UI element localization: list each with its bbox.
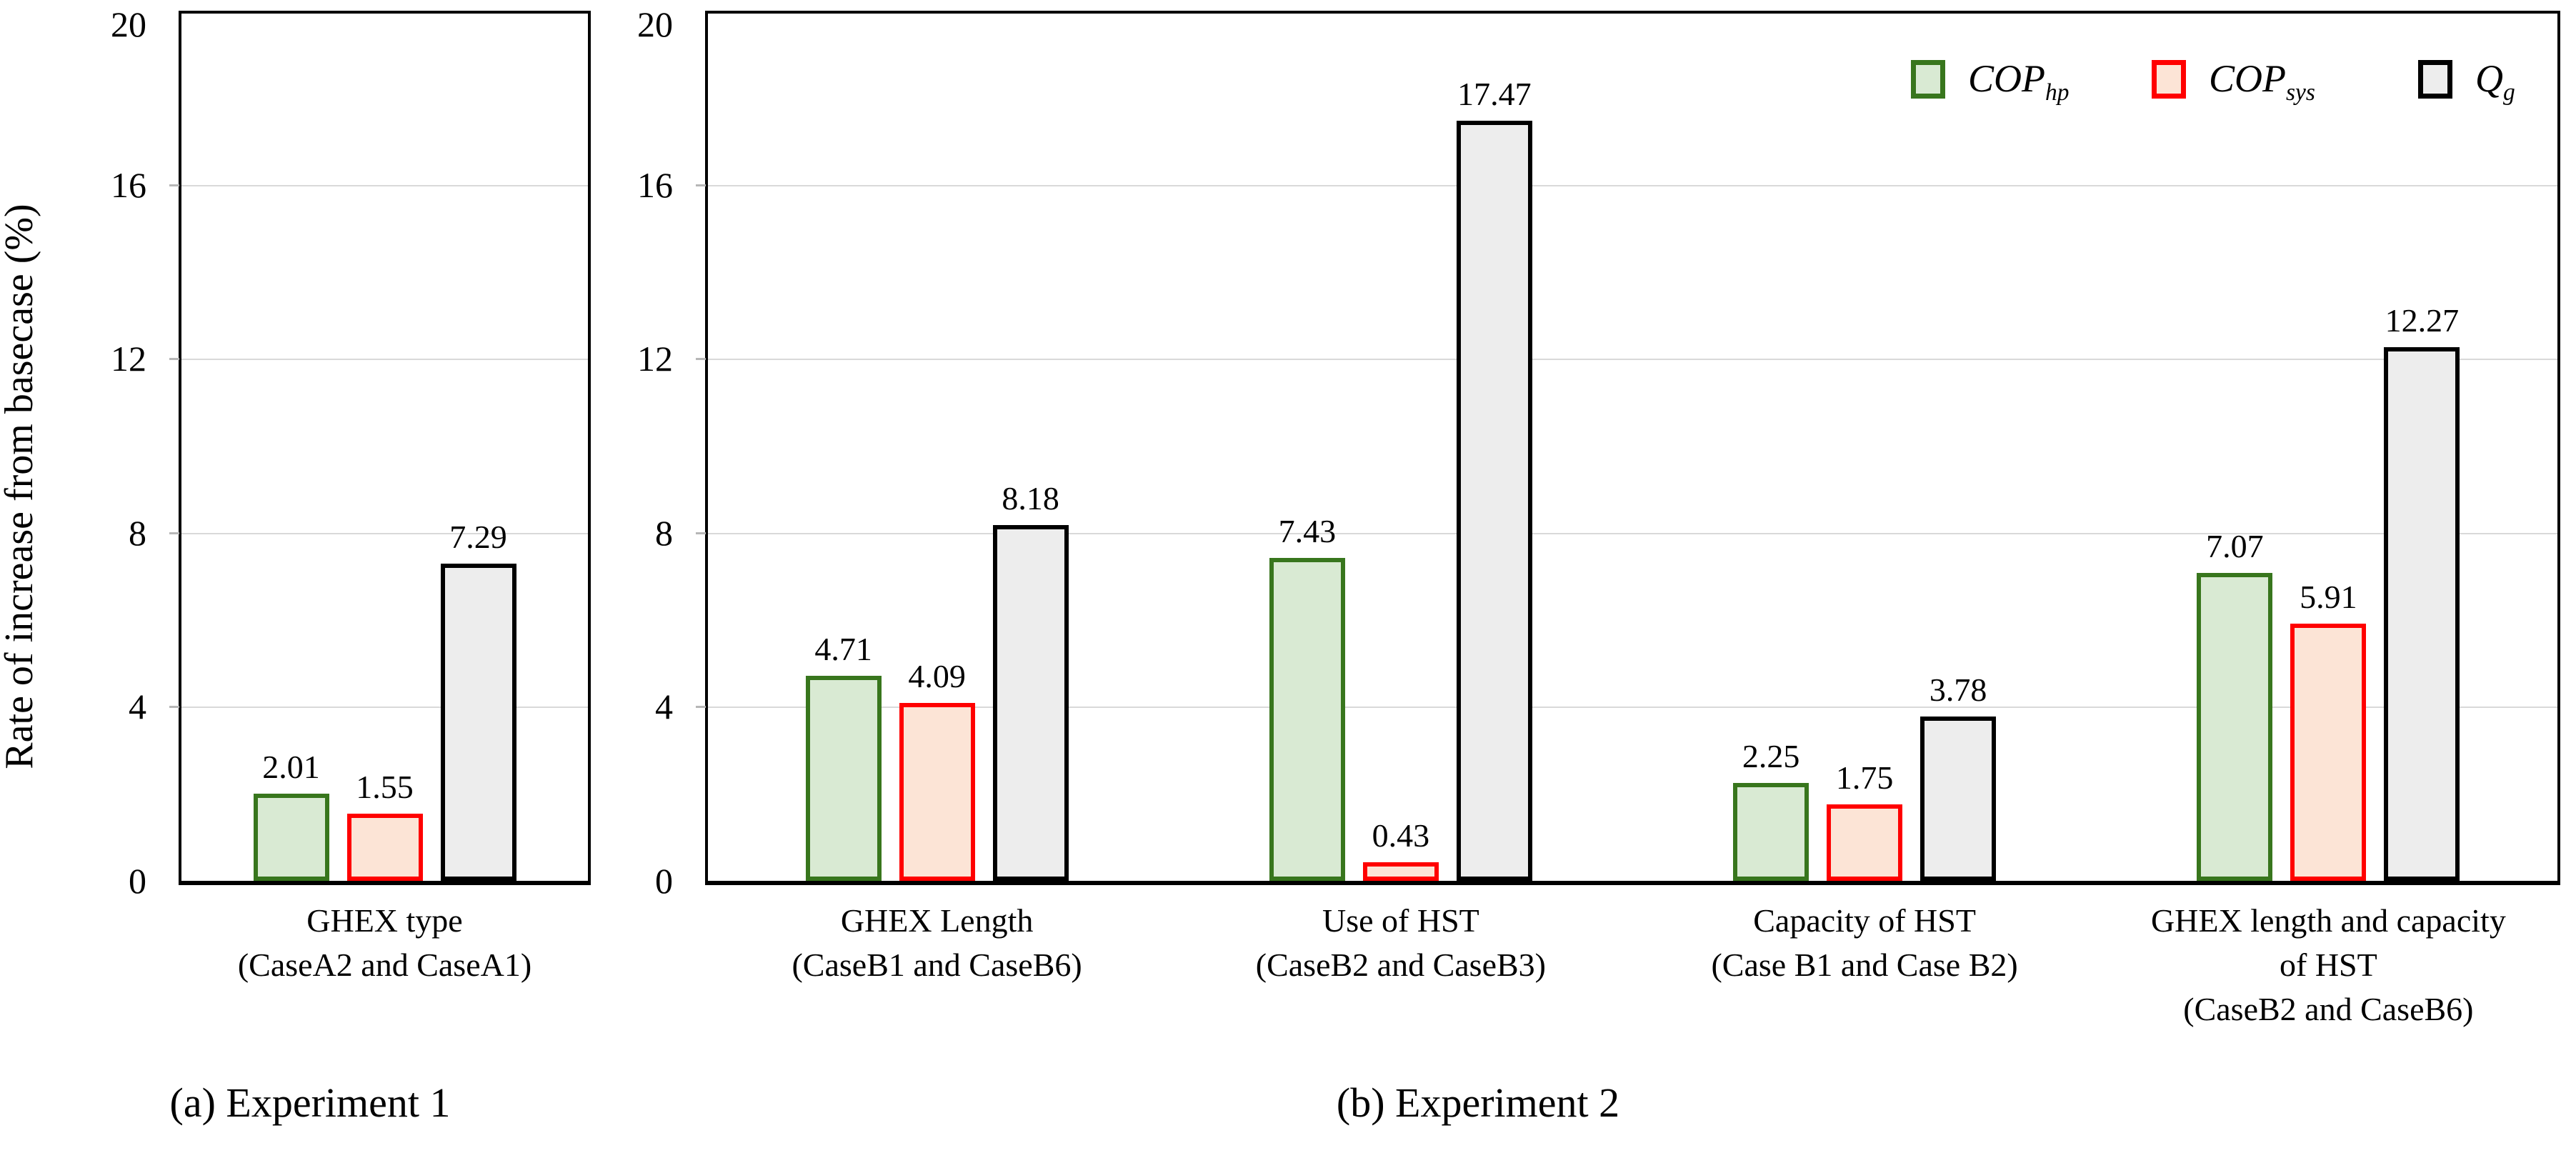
y-tick-label: 16	[111, 164, 146, 205]
bar-COP_sys	[1827, 804, 1903, 881]
gridline	[708, 184, 2557, 186]
bar-COP_sys	[899, 702, 975, 881]
bar-COP_sys	[2290, 624, 2367, 881]
bar-Q_g	[1920, 716, 1997, 881]
legend-entry-Q_g: Qg	[2418, 57, 2576, 106]
legend-label-main: COP	[1968, 57, 2045, 100]
gridline	[708, 359, 2557, 361]
x-axis-category-line: (CaseA2 and CaseA1)	[237, 947, 532, 983]
gridline	[708, 532, 2557, 534]
x-axis-category-label: GHEX type (CaseA2 and CaseA1)	[99, 899, 671, 987]
bar-Q_g	[992, 524, 1069, 881]
x-axis-category-line: (CaseB2 and CaseB3)	[1255, 947, 1547, 983]
legend-label-subscript: hp	[2045, 79, 2070, 106]
x-axis-category-label: Capacity of HST (Case B1 and Case B2)	[1579, 899, 2150, 987]
x-axis-category-line: Capacity of HST	[1753, 902, 1976, 939]
bar-COP_hp	[253, 793, 329, 881]
legend-label-subscript: sys	[2286, 79, 2315, 106]
gridline	[181, 359, 588, 361]
y-tick-label: 4	[655, 687, 673, 727]
bar-COP_hp	[2197, 573, 2273, 881]
y-tick-label: 4	[129, 687, 146, 727]
legend-label-COP_sys: COPsys	[2209, 57, 2315, 114]
bar-value-label: 3.78	[1929, 671, 1987, 708]
x-axis-category-line: Use of HST	[1322, 902, 1479, 939]
bar-value-label: 17.47	[1457, 76, 1532, 113]
legend-label-main: Q	[2475, 57, 2503, 100]
y-tick-mark	[169, 706, 179, 709]
gridline	[181, 184, 588, 186]
y-tick-mark	[696, 184, 706, 186]
y-tick-label: 20	[111, 4, 146, 44]
bar-value-label: 1.55	[356, 768, 414, 805]
x-axis-category-line: (CaseB1 and CaseB6)	[792, 947, 1082, 983]
gridline	[181, 532, 588, 534]
y-tick-label: 16	[637, 164, 673, 205]
gridline	[708, 707, 2557, 709]
x-axis-category-label: GHEX Length (CaseB1 and CaseB6)	[652, 899, 1223, 987]
y-tick-label: 20	[637, 4, 673, 44]
bar-COP_sys	[346, 813, 423, 881]
bar-value-label: 7.07	[2206, 528, 2264, 565]
legend-label-COP_hp: COPhp	[1968, 57, 2069, 114]
caption-experiment-2: (b) Experiment 2	[1336, 1079, 1620, 1126]
y-tick-label: 12	[637, 339, 673, 379]
y-tick-label: 12	[111, 339, 146, 379]
bar-COP_sys	[1362, 862, 1439, 881]
legend-swatch-Q_g	[2418, 60, 2452, 99]
bar-Q_g	[440, 564, 516, 881]
y-tick-label: 8	[129, 512, 146, 553]
bar-Q_g	[2384, 346, 2460, 881]
x-axis-category-line: GHEX length and capacity	[2150, 902, 2506, 939]
caption-experiment-1: (a) Experiment 1	[169, 1079, 451, 1126]
legend-label-Q_g: Qg	[2475, 57, 2515, 114]
bar-COP_hp	[1269, 557, 1345, 881]
x-axis-category-label: GHEX length and capacity of HST (CaseB2 an…	[2042, 899, 2576, 1032]
bar-value-label: 7.43	[1278, 512, 1337, 549]
x-axis-category-line: (CaseB2 and CaseB6)	[2183, 991, 2474, 1027]
bar-Q_g	[1456, 121, 1532, 881]
bar-value-label: 5.91	[2300, 579, 2357, 616]
x-axis-category-line: GHEX type	[306, 902, 463, 939]
y-tick-mark	[169, 184, 179, 186]
legend-label-main: COP	[2209, 57, 2286, 100]
bar-COP_hp	[1733, 782, 1809, 881]
legend-swatch-COP_hp	[1911, 60, 1945, 99]
bar-value-label: 0.43	[1372, 817, 1430, 854]
bar-value-label: 2.01	[262, 748, 320, 785]
plot-area-b	[705, 11, 2560, 885]
legend-entry-COP_hp: COPhp	[1911, 57, 2125, 106]
y-tick-label: 0	[129, 861, 146, 901]
legend-swatch-COP_sys	[2152, 60, 2186, 99]
y-tick-mark	[696, 706, 706, 709]
bar-value-label: 4.71	[814, 631, 872, 668]
bar-value-label: 4.09	[908, 657, 966, 694]
legend-label-subscript: g	[2503, 79, 2515, 106]
y-tick-label: 0	[655, 861, 673, 901]
y-tick-mark	[696, 358, 706, 361]
y-tick-mark	[696, 531, 706, 534]
bar-value-label: 8.18	[1002, 479, 1059, 516]
x-axis-category-line: GHEX Length	[840, 902, 1034, 939]
bar-value-label: 2.25	[1742, 737, 1800, 774]
plot-area-a	[179, 11, 591, 885]
bar-COP_hp	[805, 676, 882, 881]
x-axis-category-line: (Case B1 and Case B2)	[1711, 947, 2018, 983]
y-tick-mark	[169, 358, 179, 361]
bar-value-label: 1.75	[1835, 759, 1894, 797]
legend-entry-COP_sys: COPsys	[2152, 57, 2366, 106]
x-axis-category-label: Use of HST (CaseB2 and CaseB3)	[1115, 899, 1687, 987]
y-tick-label: 8	[655, 512, 673, 553]
gridline	[181, 707, 588, 709]
bar-value-label: 7.29	[449, 519, 507, 556]
bar-value-label: 12.27	[2385, 301, 2460, 339]
y-tick-mark	[169, 531, 179, 534]
x-axis-category-line: of HST	[2280, 947, 2377, 983]
